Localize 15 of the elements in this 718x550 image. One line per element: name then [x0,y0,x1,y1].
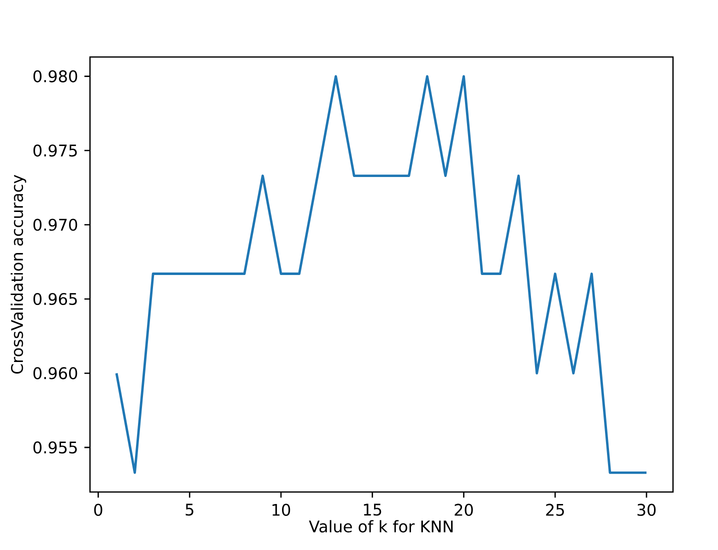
x-tick-label: 10 [272,504,290,516]
y-tick-label: 0.980 [33,70,78,82]
y-tick-label: 0.955 [33,441,77,454]
x-axis-title: Value of k for KNN [308,520,453,532]
x-tick-label: 20 [454,504,473,516]
y-tick-label: 0.970 [33,218,78,231]
x-tick-label: 30 [638,504,656,516]
x-tick-label: 5 [186,504,194,516]
x-tick-label: 0 [94,504,102,516]
y-tick-label: 0.975 [33,144,77,157]
y-tick-label: 0.965 [33,292,77,306]
x-tick-label: 15 [364,504,382,516]
y-axis-title: CrossValidation accuracy [10,174,26,374]
x-tick-label: 25 [546,504,564,516]
y-tick-label: 0.960 [33,367,78,380]
